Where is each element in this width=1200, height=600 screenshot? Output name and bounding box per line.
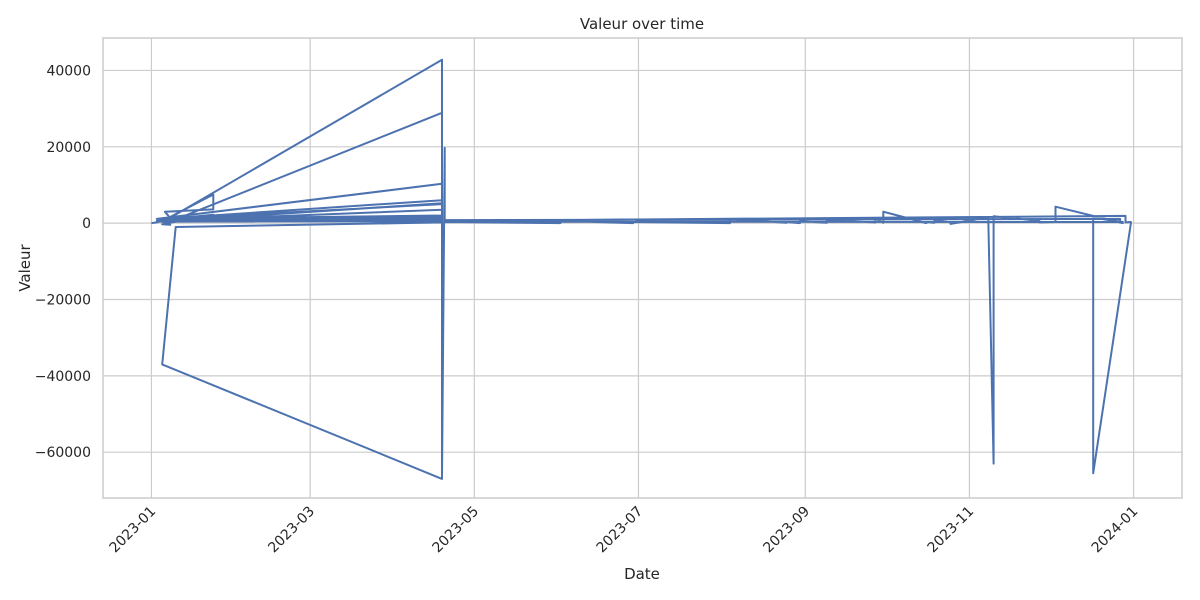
grid-layer [103,38,1182,498]
x-tick-label: 2023-09 [760,504,813,557]
x-tick-label: 2023-11 [925,504,978,557]
x-tick-labels: 2023-01 2023-03 2023-05 2023-07 2023-09 2023-… [107,504,1142,557]
y-tick-label: 0 [82,216,91,232]
series-line [151,58,1132,480]
y-tick-labels: −60000 −40000 −20000 0 20000 40000 [35,63,91,461]
chart-title: Valeur over time [580,15,704,33]
plot-frame [102,37,1183,499]
x-tick-label: 2023-05 [429,504,482,557]
y-axis-label: Valeur [16,243,34,291]
x-tick-label: 2024-01 [1089,504,1142,557]
x-tick-label: 2023-01 [107,504,160,557]
x-tick-label: 2023-07 [594,504,647,557]
x-tick-label: 2023-03 [265,504,318,557]
series-layer [151,58,1132,480]
y-tick-label: 20000 [46,140,91,156]
y-tick-label: −20000 [35,292,91,308]
x-axis-label: Date [624,565,660,583]
y-tick-label: −60000 [35,445,91,461]
y-tick-label: −40000 [35,369,91,385]
y-tick-label: 40000 [46,63,91,79]
